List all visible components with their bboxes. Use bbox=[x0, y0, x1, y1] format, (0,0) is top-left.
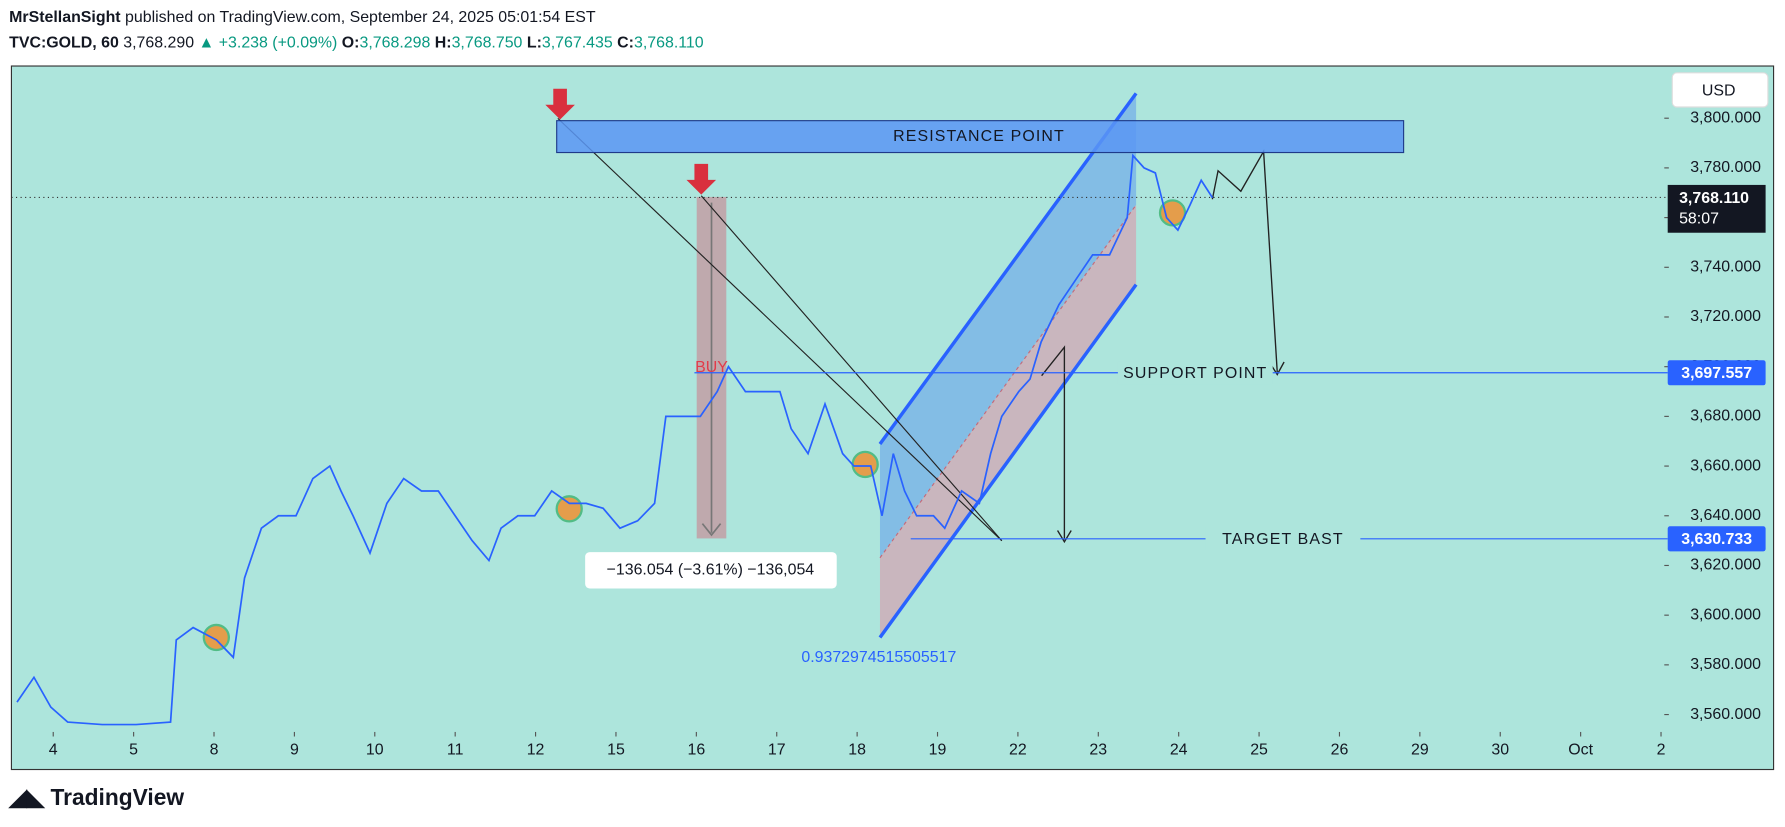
published: published on TradingView.com, September … bbox=[125, 9, 596, 26]
resistance-label: RESISTANCE POINT bbox=[893, 128, 1065, 145]
x-tick-label: 29 bbox=[1411, 741, 1429, 758]
marker bbox=[851, 450, 879, 479]
x-tick-label: 10 bbox=[366, 741, 384, 758]
trend-line bbox=[557, 117, 1003, 542]
x-tick-label: 4 bbox=[49, 741, 58, 758]
channel-upper bbox=[879, 93, 1137, 558]
x-tick-label: 18 bbox=[848, 741, 866, 758]
ohlc-key: L: bbox=[527, 34, 542, 51]
y-tick-label: 3,680.000 bbox=[1690, 408, 1761, 425]
channel-mid bbox=[879, 204, 1137, 559]
x-tick-label: 30 bbox=[1491, 741, 1509, 758]
drop-arrow bbox=[1041, 345, 1072, 544]
marker bbox=[555, 495, 583, 523]
price-level-name: SUPPORT POINT bbox=[1123, 365, 1267, 382]
change: ▲ +3.238 (+0.09%) bbox=[199, 34, 338, 51]
y-tick-label: 3,640.000 bbox=[1690, 507, 1761, 524]
y-tick-label: 3,620.000 bbox=[1690, 557, 1761, 574]
brand-name: TradingView bbox=[50, 784, 184, 810]
x-tick-label: 9 bbox=[290, 741, 299, 758]
ohlc-value: 3,768.750 bbox=[452, 34, 523, 51]
x-tick-label: 5 bbox=[129, 741, 138, 758]
resistance-zone bbox=[556, 120, 1405, 154]
author: MrStellanSight bbox=[9, 9, 121, 26]
x-tick-label: 12 bbox=[527, 741, 545, 758]
y-tick-label: 3,740.000 bbox=[1690, 258, 1761, 275]
x-tick-label: 22 bbox=[1009, 741, 1027, 758]
buy-label: BUY bbox=[695, 359, 728, 376]
trend-line bbox=[700, 195, 1003, 542]
ohlc-value: 3,768.298 bbox=[359, 34, 430, 51]
last-price-value: 3,768.110 bbox=[1679, 190, 1749, 207]
ohlc-value: 3,767.435 bbox=[542, 34, 613, 51]
marker bbox=[202, 623, 230, 652]
plot bbox=[16, 92, 1285, 726]
y-tick-label: 3,720.000 bbox=[1690, 308, 1761, 325]
y-tick-label: 3,600.000 bbox=[1690, 606, 1761, 623]
ohlc-key: C: bbox=[617, 34, 634, 51]
price-level-label-bg bbox=[1205, 527, 1361, 551]
y-tick-label: 3,780.000 bbox=[1690, 159, 1761, 176]
down-arrow bbox=[545, 88, 575, 120]
price-level-value: 3,697.557 bbox=[1681, 365, 1752, 382]
x-tick-label: 19 bbox=[929, 741, 947, 758]
down-arrow bbox=[686, 163, 717, 195]
x-tick-label: 8 bbox=[210, 741, 219, 758]
price-level-tag bbox=[1667, 360, 1766, 386]
symbol-line: TVC:GOLD, 60 3,768.290 ▲ +3.238 (+0.09%)… bbox=[9, 34, 704, 51]
price-level-label-bg bbox=[1117, 361, 1273, 385]
measure-arrow-head bbox=[701, 523, 722, 537]
header-line: MrStellanSight published on TradingView.… bbox=[9, 9, 596, 26]
ratio-label: 0.9372974515505517 bbox=[801, 649, 956, 666]
symbol: TVC:GOLD, 60 bbox=[9, 34, 119, 51]
y-tick-label: 3,800.000 bbox=[1690, 109, 1761, 126]
x-tick-label: 26 bbox=[1331, 741, 1349, 758]
x-tick-label: 11 bbox=[447, 741, 464, 758]
price: 3,768.290 bbox=[123, 34, 194, 51]
x-tick-label: 23 bbox=[1089, 741, 1107, 758]
price-level-value: 3,630.733 bbox=[1681, 531, 1752, 548]
price-level-tag bbox=[1667, 526, 1766, 552]
channel-lower bbox=[879, 204, 1137, 638]
x-tick-label: 2 bbox=[1657, 741, 1666, 758]
x-tick-label: 16 bbox=[687, 741, 705, 758]
currency-button[interactable] bbox=[1671, 72, 1769, 108]
channel-line bbox=[878, 283, 1138, 639]
plot-area bbox=[10, 65, 1775, 771]
last-price-tag bbox=[1667, 184, 1766, 233]
x-tick-label: 25 bbox=[1250, 741, 1268, 758]
x-tick-label: 17 bbox=[768, 741, 786, 758]
currency[interactable]: USD bbox=[1702, 82, 1736, 99]
x-tick-label: Oct bbox=[1568, 741, 1593, 758]
price-level-name: TARGET BAST bbox=[1222, 531, 1344, 548]
ohlc-key: H: bbox=[435, 34, 452, 51]
y-tick-label: 3,660.000 bbox=[1690, 457, 1761, 474]
y-tick-label: 3,580.000 bbox=[1690, 656, 1761, 673]
brand: ◢◣ TradingView bbox=[8, 784, 184, 810]
ohlc-value: 3,768.110 bbox=[634, 34, 704, 51]
countdown: 58:07 bbox=[1679, 210, 1719, 227]
x-tick-label: 24 bbox=[1170, 741, 1188, 758]
y-tick-label: 3,560.000 bbox=[1690, 706, 1761, 723]
measure-label: −136.054 (−3.61%) −136,054 bbox=[607, 562, 815, 579]
price-line bbox=[16, 153, 1214, 726]
ohlc-key: O: bbox=[342, 34, 360, 51]
x-tick-label: 15 bbox=[607, 741, 625, 758]
measure-label-box bbox=[585, 552, 837, 589]
